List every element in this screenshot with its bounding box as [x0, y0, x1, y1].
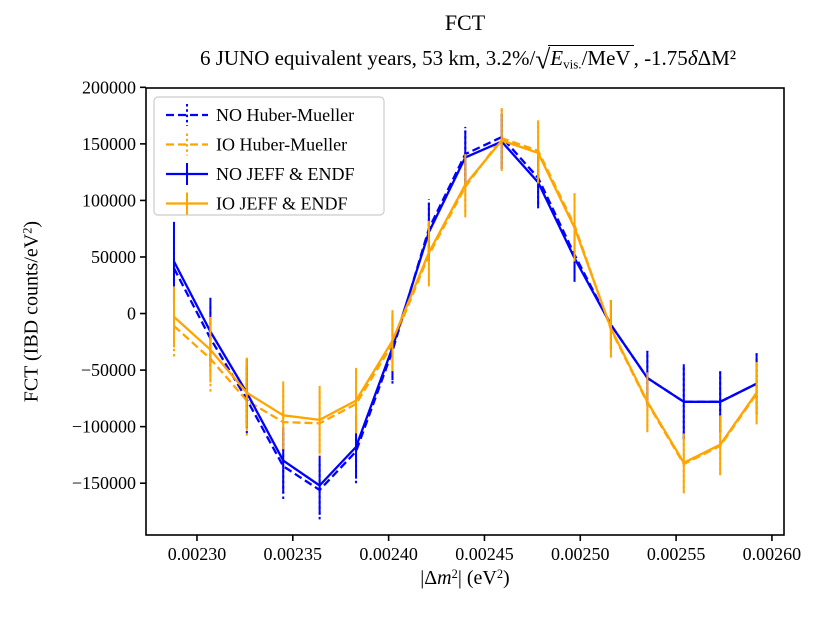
xlabel-exponent-2: 2: [496, 567, 504, 581]
y-tick-label: 200000: [82, 77, 136, 97]
x-ticks: 0.00230 0.00235 0.00240 0.00245 0.00250 0.002…: [168, 535, 801, 564]
xlabel-text: |Δ: [420, 567, 438, 590]
x-tick-label: 0.00255: [647, 544, 706, 564]
x-tick-label: 0.00260: [743, 544, 802, 564]
x-tick-label: 0.00230: [168, 544, 227, 564]
series-io-jeff-endf: [172, 109, 758, 493]
subtitle-prefix: 6 JUNO equivalent years, 53 km, 3.2%/: [199, 46, 536, 70]
x-tick-label: 0.00240: [359, 544, 418, 564]
x-tick-label: 0.00250: [551, 544, 610, 564]
ylabel-text: FCT (IBD counts/eV: [20, 233, 43, 403]
y-tick-label: 150000: [82, 134, 136, 154]
y-tick-label: 0: [127, 304, 136, 324]
legend-label: NO JEFF & ENDF: [216, 164, 355, 184]
y-tick-label: 100000: [82, 190, 136, 210]
sqrt-content: Evis./MeV: [548, 45, 634, 72]
xlabel-m-symbol: m: [437, 567, 452, 590]
xlabel-text-2: | (eV: [457, 567, 497, 590]
ylabel-exponent: 2: [20, 227, 35, 234]
x-axis-label: |Δm2| (eV2): [146, 567, 784, 590]
subtitle-evis-subscript: vis.: [563, 56, 582, 72]
x-tick-label: 0.00245: [455, 544, 514, 564]
xlabel-exponent: 2: [451, 567, 458, 581]
xlabel-text-3: ): [503, 567, 510, 590]
subtitle-delta: δ: [687, 46, 698, 70]
y-ticks: −150000 −100000 −50000 0 50000 100000 150000 20…: [72, 77, 146, 493]
ylabel-text-2: ): [20, 220, 43, 228]
legend-label: NO Huber-Mueller: [216, 105, 354, 125]
sqrt-radical-sign: √: [535, 44, 551, 75]
chart-subtitle: 6 JUNO equivalent years, 53 km, 3.2%/√Ev…: [106, 44, 830, 75]
x-tick-label: 0.00235: [264, 544, 323, 564]
y-tick-label: 50000: [91, 247, 136, 267]
y-tick-label: −50000: [81, 360, 136, 380]
legend-box: [153, 96, 385, 216]
y-axis-label: FCT (IBD counts/eV2): [20, 172, 43, 452]
y-tick-label: −100000: [72, 417, 136, 437]
data-line: [173, 139, 758, 464]
subtitle-suffix2: ΔM²: [697, 46, 737, 70]
legend: NO Huber-Mueller IO Huber-Mueller NO JEFF …: [153, 96, 385, 216]
axes-frame: [145, 87, 785, 536]
legend-label: IO JEFF & ENDF: [216, 194, 348, 214]
legend-label: IO Huber-Mueller: [216, 135, 347, 155]
chart-title: FCT: [444, 10, 486, 35]
subtitle-sqrt-rest: /MeV: [581, 46, 631, 70]
y-tick-label: −150000: [72, 473, 136, 493]
subtitle-suffix1: , -1.75: [633, 46, 688, 70]
subtitle-evis-symbol: E: [550, 46, 564, 70]
